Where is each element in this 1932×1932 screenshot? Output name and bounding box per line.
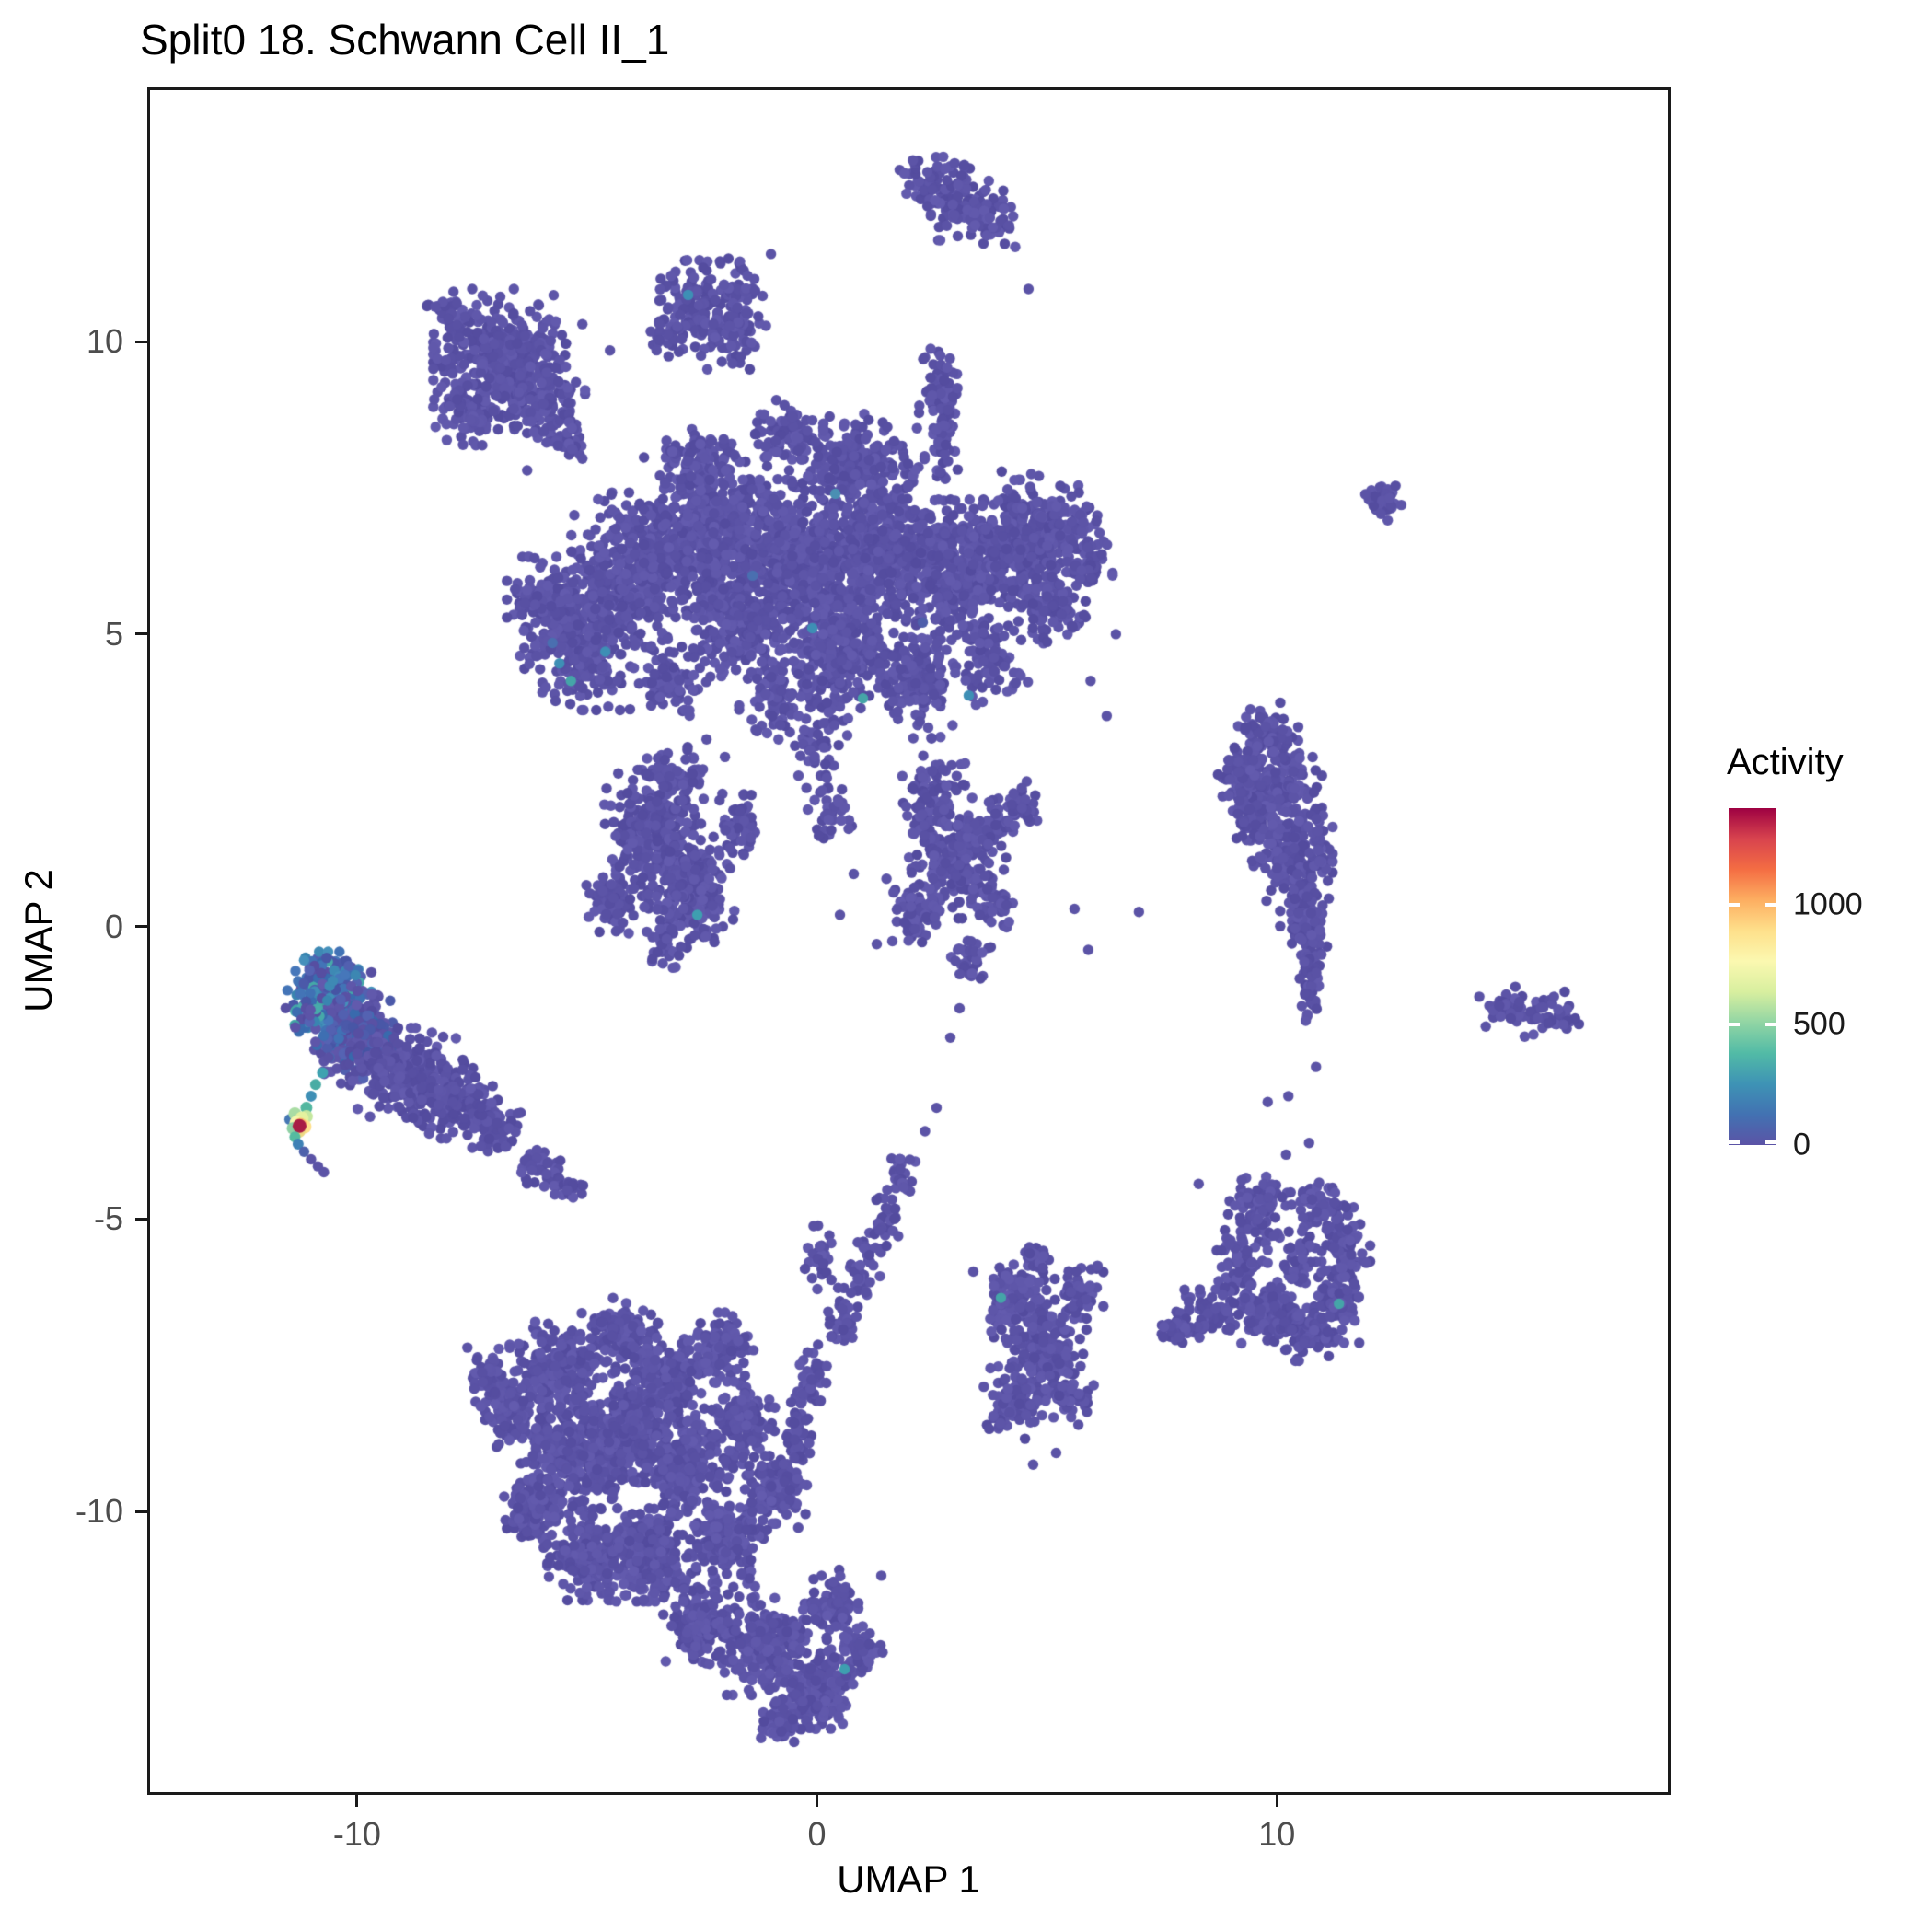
x-axis-title: UMAP 1 — [837, 1857, 980, 1901]
legend-tick-label: 500 — [1793, 1006, 1845, 1042]
legend-tick-label: 0 — [1793, 1127, 1811, 1163]
y-tick — [135, 632, 147, 636]
x-tick — [1275, 1795, 1278, 1807]
y-tick — [135, 340, 147, 343]
y-tick — [135, 925, 147, 929]
colorbar-tick — [1729, 902, 1740, 907]
plot-panel — [147, 87, 1671, 1795]
y-tick-label: 10 — [86, 322, 123, 361]
colorbar-tick — [1765, 902, 1776, 907]
y-tick-label: 5 — [104, 614, 123, 653]
x-tick — [816, 1795, 819, 1807]
x-tick-label: -10 — [332, 1815, 381, 1853]
x-tick — [355, 1795, 359, 1807]
x-tick-label: 0 — [807, 1815, 827, 1853]
y-tick-label: 0 — [104, 907, 123, 945]
legend-tick-label: 1000 — [1793, 886, 1863, 922]
y-axis-title: UMAP 2 — [17, 869, 60, 1012]
colorbar-tick — [1765, 1023, 1776, 1027]
x-tick-label: 10 — [1258, 1815, 1296, 1853]
y-tick-label: -5 — [93, 1199, 123, 1238]
umap-scatter-canvas — [150, 90, 1668, 1792]
plot-title: Split0 18. Schwann Cell II_1 — [140, 16, 670, 64]
colorbar-tick — [1765, 1140, 1776, 1144]
activity-colorbar — [1729, 808, 1776, 1145]
y-tick — [135, 1510, 147, 1513]
colorbar-tick — [1729, 1140, 1740, 1144]
legend-title: Activity — [1727, 742, 1844, 782]
y-tick — [135, 1217, 147, 1221]
colorbar-tick — [1729, 1023, 1740, 1027]
y-tick-label: -10 — [75, 1492, 123, 1530]
